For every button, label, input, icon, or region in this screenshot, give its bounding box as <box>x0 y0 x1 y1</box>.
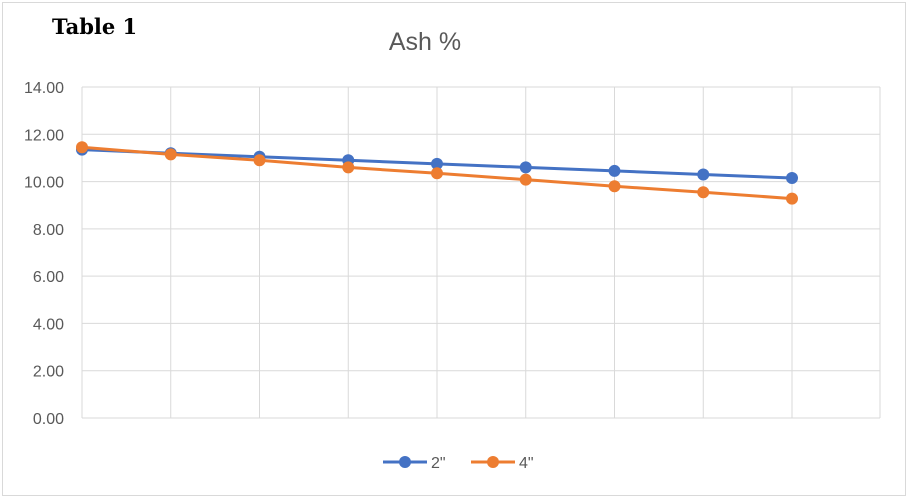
y-tick-label: 0.00 <box>33 411 64 428</box>
table-label: Table 1 <box>52 14 138 39</box>
data-point <box>608 164 621 177</box>
data-point <box>253 154 266 167</box>
data-point <box>431 157 443 170</box>
data-point <box>697 186 710 199</box>
y-tick-label: 8.00 <box>33 222 64 239</box>
data-point <box>431 167 443 180</box>
data-point <box>608 180 621 193</box>
series-2 <box>76 141 798 205</box>
data-point <box>519 173 532 186</box>
legend-label: 2" <box>431 455 446 472</box>
data-point <box>697 168 710 181</box>
data-point <box>76 141 88 154</box>
data-point <box>342 161 355 174</box>
legend-item-1: 2" <box>383 455 446 472</box>
y-tick-label: 14.00 <box>24 80 64 97</box>
data-point <box>164 148 177 161</box>
gridlines <box>81 86 881 419</box>
chart-title: Ash % <box>389 28 461 56</box>
legend: 2" 4" <box>383 455 534 472</box>
y-tick-label: 6.00 <box>33 269 64 286</box>
y-tick-label: 2.00 <box>33 364 64 381</box>
y-tick-label: 12.00 <box>24 127 64 144</box>
data-point <box>786 172 798 185</box>
data-point <box>786 192 798 205</box>
legend-item-2: 4" <box>471 455 534 472</box>
legend-swatch-marker <box>487 456 499 468</box>
y-axis-tick-labels: 0.00 2.00 4.00 6.00 8.00 10.00 12.00 14.00 <box>24 80 64 428</box>
legend-label: 4" <box>519 455 534 472</box>
y-tick-label: 4.00 <box>33 316 64 333</box>
y-tick-label: 10.00 <box>24 175 64 192</box>
series-group <box>76 141 798 205</box>
data-point <box>519 161 532 174</box>
legend-swatch-marker <box>399 456 411 468</box>
